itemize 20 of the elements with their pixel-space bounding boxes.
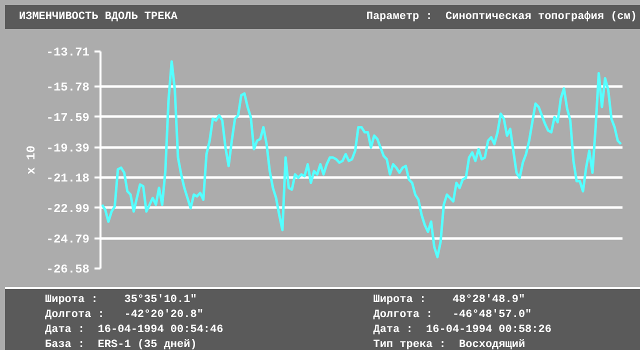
y-tick-label: -17.59 xyxy=(46,110,90,125)
text: Долгота : -42°20′20.8″ xyxy=(45,308,204,322)
text: База : ERS-1 (35 дней) xyxy=(45,338,198,350)
y-axis-title: x 10 xyxy=(24,146,38,174)
text: Тип трека : Восходящий xyxy=(373,338,526,350)
text: Широта : 35°35′10.1″ xyxy=(45,293,198,307)
text: Долгота : -46°48′57.0″ xyxy=(373,308,533,322)
y-tick-label: -24.79 xyxy=(46,232,90,246)
y-tick-label: -21.18 xyxy=(46,171,90,186)
text: Широта : 48°28′48.9″ xyxy=(373,293,526,307)
y-tick-label: -22.99 xyxy=(46,202,90,216)
y-tick-label: -15.78 xyxy=(46,80,90,94)
y-tick-label: -13.71 xyxy=(46,46,90,60)
chart-subtitle: Параметр : Синоптическая топография (см) xyxy=(366,10,637,25)
y-tick-label: -26.58 xyxy=(46,262,90,276)
chart-title: ИЗМЕНЧИВОСТЬ ВДОЛЬ ТРЕКА xyxy=(19,10,178,25)
text: Дата : 16-04-1994 00:58:26 xyxy=(373,323,552,337)
y-tick-label: -19.39 xyxy=(46,141,90,156)
line-series xyxy=(100,60,622,258)
text: Дата : 16-04-1994 00:54:46 xyxy=(45,323,224,337)
